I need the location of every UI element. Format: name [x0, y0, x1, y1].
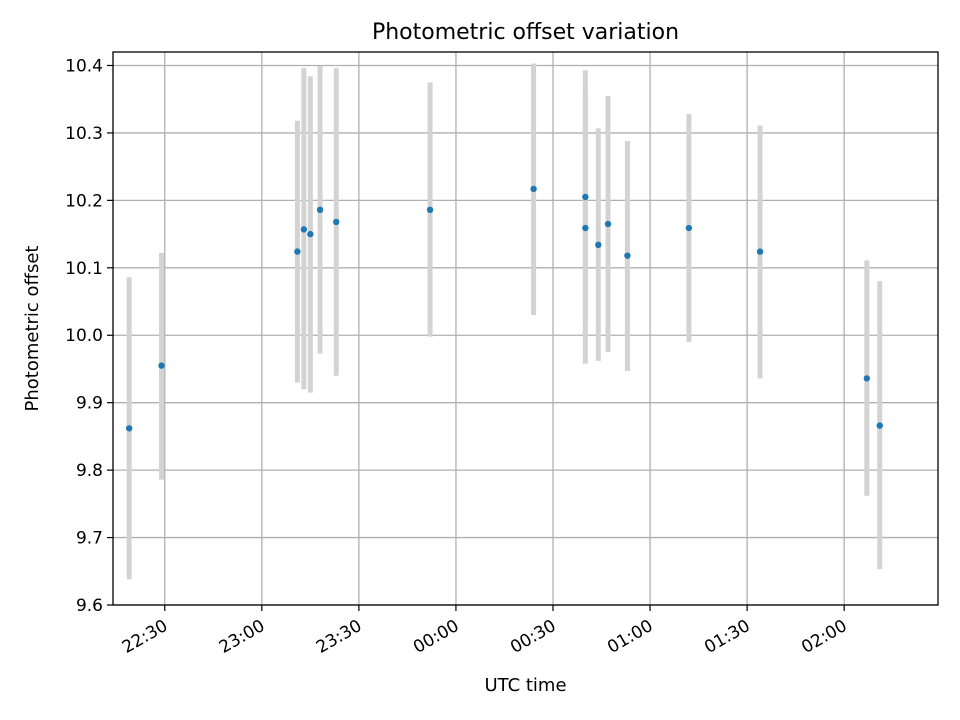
data-point — [294, 248, 301, 255]
y-tick-label: 10.2 — [65, 191, 103, 211]
x-tick-label: 00:30 — [507, 616, 559, 658]
data-point — [316, 206, 324, 214]
chart-title: Photometric offset variation — [372, 20, 679, 45]
data-point — [125, 425, 133, 432]
data-point — [582, 224, 589, 232]
y-axis-label: Photometric offset — [22, 246, 43, 412]
data-point — [624, 252, 631, 259]
data-point — [604, 220, 612, 228]
grid-lines — [113, 52, 938, 606]
y-tick-label: 10.1 — [65, 259, 103, 279]
data-point — [530, 185, 537, 193]
data-point — [300, 226, 308, 233]
x-tick-label: 23:30 — [313, 616, 365, 658]
x-tick-label: 00:00 — [410, 616, 462, 658]
data-point — [333, 218, 340, 226]
data-point — [685, 224, 693, 232]
y-tick-label: 9.8 — [76, 461, 103, 481]
x-tick-label: 22:30 — [119, 616, 171, 658]
x-tick-label: 01:00 — [604, 616, 656, 658]
y-tick-label: 10.4 — [65, 56, 103, 76]
y-tick-label: 10.0 — [65, 326, 103, 346]
data-point — [426, 206, 434, 214]
data-point — [756, 248, 764, 255]
plot-area-frame — [112, 51, 939, 606]
data-points — [125, 185, 883, 432]
y-tick-label: 9.6 — [76, 596, 103, 616]
data-point — [582, 193, 589, 201]
data-point — [158, 362, 165, 369]
x-tick-label: 02:00 — [798, 616, 850, 658]
error-bars — [126, 63, 883, 580]
x-axis-label: UTC time — [484, 675, 566, 696]
data-point — [876, 422, 883, 429]
y-tick-label: 9.7 — [76, 529, 103, 549]
data-point — [307, 230, 314, 238]
data-point — [595, 241, 602, 249]
x-tick-label: 23:00 — [216, 616, 268, 658]
axis-ticks: 22:30 23:00 23:30 00:00 00:30 01:00 01:30 02:00… — [65, 56, 851, 657]
x-tick-label: 01:30 — [701, 616, 753, 658]
y-tick-label: 9.9 — [76, 394, 103, 414]
y-tick-label: 10.3 — [65, 124, 103, 144]
data-point — [863, 375, 871, 382]
